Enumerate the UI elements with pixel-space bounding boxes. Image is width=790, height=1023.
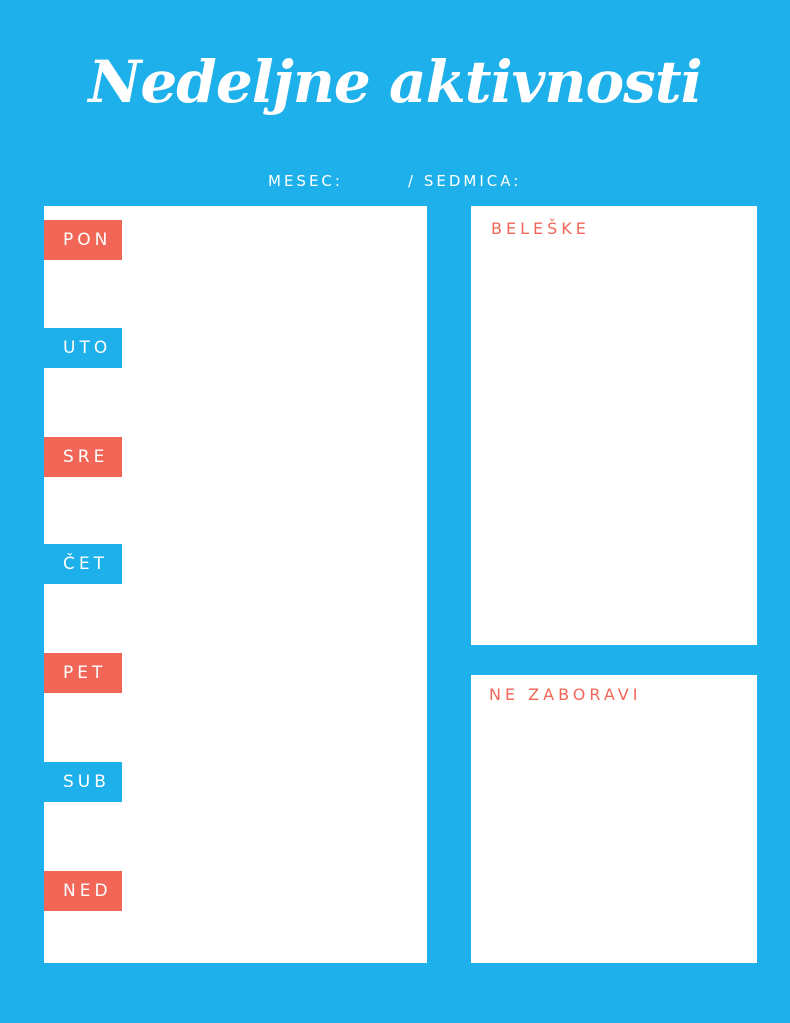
- page-title: Nedeljne aktivnosti: [88, 48, 702, 116]
- month-label: MESEC:: [268, 172, 343, 190]
- day-label-pon: PON: [44, 220, 122, 260]
- day-label-sub: SUB: [44, 762, 122, 802]
- day-label-uto: UTO: [44, 328, 122, 368]
- week-label: / SEDMICA:: [408, 172, 522, 190]
- day-label-pet: PET: [44, 653, 122, 693]
- reminders-panel: NE ZABORAVI: [471, 675, 757, 963]
- day-label-cet: ČET: [44, 544, 122, 584]
- notes-panel: BELEŠKE: [471, 206, 757, 645]
- day-label-ned: NED: [44, 871, 122, 911]
- notes-title: BELEŠKE: [491, 219, 590, 238]
- day-label-sre: SRE: [44, 437, 122, 477]
- days-panel: PON UTO SRE ČET PET SUB NED: [44, 206, 427, 963]
- reminders-title: NE ZABORAVI: [489, 685, 642, 704]
